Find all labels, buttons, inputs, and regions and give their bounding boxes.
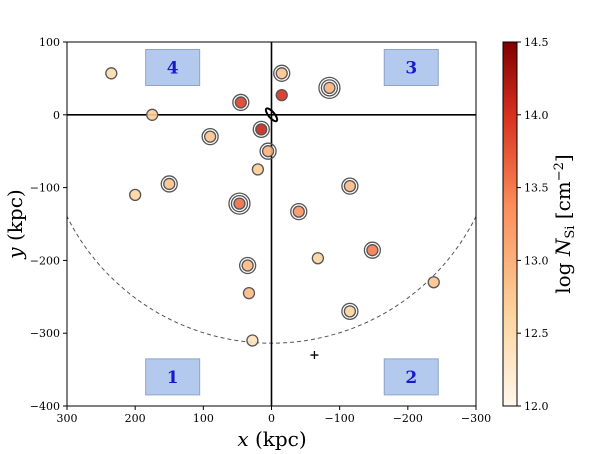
data-point-4	[273, 64, 291, 82]
colorbar	[502, 41, 518, 407]
data-point-18	[363, 241, 382, 259]
data-point-3	[232, 93, 250, 112]
data-point-22	[246, 334, 259, 347]
quadrant-box-1	[145, 358, 201, 396]
colorbar-tick-label-2: 13.0	[524, 254, 549, 267]
x-tick-label-5: −200	[393, 412, 423, 425]
x-tick-label-3: 0	[268, 412, 275, 425]
colorbar-label: log NSi [cm−2]	[551, 154, 578, 294]
data-point-7	[252, 120, 270, 139]
y-tick-label-4: −300	[30, 327, 60, 340]
data-point-16	[238, 256, 257, 275]
x-axis-label: x (kpc)	[237, 427, 306, 451]
data-point-10	[251, 163, 265, 176]
colorbar-tick-label-1: 12.5	[524, 327, 549, 340]
data-point-21	[341, 302, 359, 321]
quadrant-label-1: 1	[167, 368, 179, 388]
y-axis-label: y (kpc)	[3, 189, 27, 259]
colorbar-tick-label-0: 12.0	[524, 400, 549, 413]
data-point-8	[201, 127, 219, 146]
quadrant-box-2	[383, 358, 439, 396]
quadrant-label-3: 3	[405, 58, 417, 78]
quadrant-box-3	[383, 48, 439, 86]
quadrant-box-4	[145, 48, 201, 86]
colorbar-tick-label-4: 14.0	[524, 109, 549, 122]
data-point-15	[341, 177, 359, 195]
x-tick-label-0: 300	[57, 412, 78, 425]
data-point-9	[259, 142, 277, 160]
cross-marker	[310, 351, 319, 360]
data-point-13	[228, 192, 251, 215]
y-tick-label-2: −100	[30, 182, 60, 195]
y-tick-label-5: −400	[30, 400, 60, 413]
data-point-12	[129, 188, 142, 202]
x-tick-label-1: 200	[125, 412, 146, 425]
x-tick-label-4: −100	[325, 412, 355, 425]
x-tick-label-2: 100	[193, 412, 214, 425]
colorbar-tick-label-3: 13.5	[524, 182, 549, 195]
x-tick-label-6: −300	[461, 412, 491, 425]
data-point-6	[275, 88, 288, 102]
data-point-20	[427, 276, 440, 289]
quadrant-label-2: 2	[405, 368, 417, 388]
data-point-19	[242, 287, 256, 300]
data-point-1	[105, 67, 118, 80]
data-point-5	[318, 76, 341, 100]
y-tick-label-1: 0	[53, 109, 60, 122]
data-point-2	[146, 108, 159, 121]
y-tick-label-3: −200	[30, 254, 60, 267]
data-point-11	[160, 175, 178, 193]
data-point-14	[290, 202, 308, 221]
y-tick-label-0: 100	[39, 36, 60, 49]
quadrant-label-4: 4	[167, 58, 179, 78]
colorbar-tick-label-5: 14.5	[524, 36, 549, 49]
lmc-marker	[264, 107, 279, 123]
data-point-17	[311, 252, 325, 265]
